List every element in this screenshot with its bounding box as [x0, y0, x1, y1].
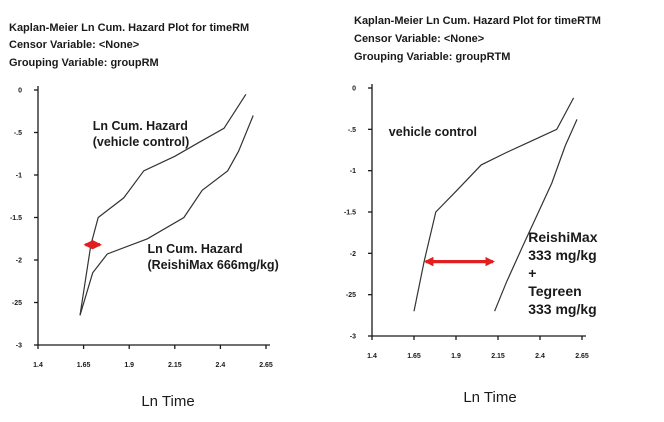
y-tick-label: -2 [16, 258, 22, 265]
x-axis-label: Ln Time [141, 393, 194, 410]
y-tick-label: -1.5 [344, 210, 356, 217]
annotation-text: Ln Cum. Hazard [147, 242, 242, 256]
header-censor: Censor Variable: <None> [354, 33, 484, 45]
series-line-2 [494, 119, 578, 312]
x-tick-label: 1.4 [33, 362, 43, 369]
y-tick-label: -3 [350, 334, 356, 341]
header-title: Kaplan-Meier Ln Cum. Hazard Plot for tim… [354, 15, 601, 27]
annotation-text: vehicle control [389, 125, 477, 139]
annotation-text: 333 mg/kg [528, 301, 596, 317]
annotation-text: (vehicle control) [93, 135, 190, 149]
right-chart-panel: Kaplan-Meier Ln Cum. Hazard Plot for tim… [344, 15, 601, 406]
x-tick-label: 1.65 [77, 362, 91, 369]
y-tick-label: -25 [12, 300, 22, 307]
annotation-text: (ReishiMax 666mg/kg) [147, 258, 278, 272]
annotation-text: Ln Cum. Hazard [93, 119, 188, 133]
x-tick-label: 2.65 [259, 362, 273, 369]
y-tick-label: -.5 [348, 127, 356, 134]
y-tick-label: -25 [346, 292, 356, 299]
y-tick-label: -1 [350, 168, 356, 175]
header-grouping: Grouping Variable: groupRM [9, 57, 159, 69]
y-tick-label: -.5 [14, 130, 22, 137]
header-grouping: Grouping Variable: groupRTM [354, 51, 510, 63]
annotation-text: 333 mg/kg [528, 247, 596, 263]
x-tick-label: 2.4 [535, 353, 545, 360]
x-tick-label: 1.4 [367, 353, 377, 360]
x-axis-label: Ln Time [463, 389, 516, 406]
y-tick-label: 0 [352, 86, 356, 93]
annotation-text: ReishiMax [528, 229, 597, 245]
y-tick-label: -1 [16, 173, 22, 180]
annotation-text: + [528, 265, 536, 281]
x-tick-label: 1.9 [451, 353, 461, 360]
x-tick-label: 2.4 [216, 362, 226, 369]
y-tick-label: -3 [16, 343, 22, 350]
header-censor: Censor Variable: <None> [9, 39, 139, 51]
series-line-1 [413, 97, 575, 312]
x-tick-label: 1.65 [407, 353, 421, 360]
y-tick-label: 0 [18, 88, 22, 95]
left-chart-panel: Kaplan-Meier Ln Cum. Hazard Plot for tim… [9, 22, 279, 410]
x-tick-label: 1.9 [124, 362, 134, 369]
series-line-2 [79, 115, 254, 316]
x-tick-label: 2.15 [168, 362, 182, 369]
x-tick-label: 2.15 [491, 353, 505, 360]
annotation-text: Tegreen [528, 283, 581, 299]
y-tick-label: -1.5 [10, 215, 22, 222]
series-line-1 [79, 93, 247, 316]
y-tick-label: -2 [350, 251, 356, 258]
x-tick-label: 2.65 [575, 353, 589, 360]
header-title: Kaplan-Meier Ln Cum. Hazard Plot for tim… [9, 22, 249, 34]
